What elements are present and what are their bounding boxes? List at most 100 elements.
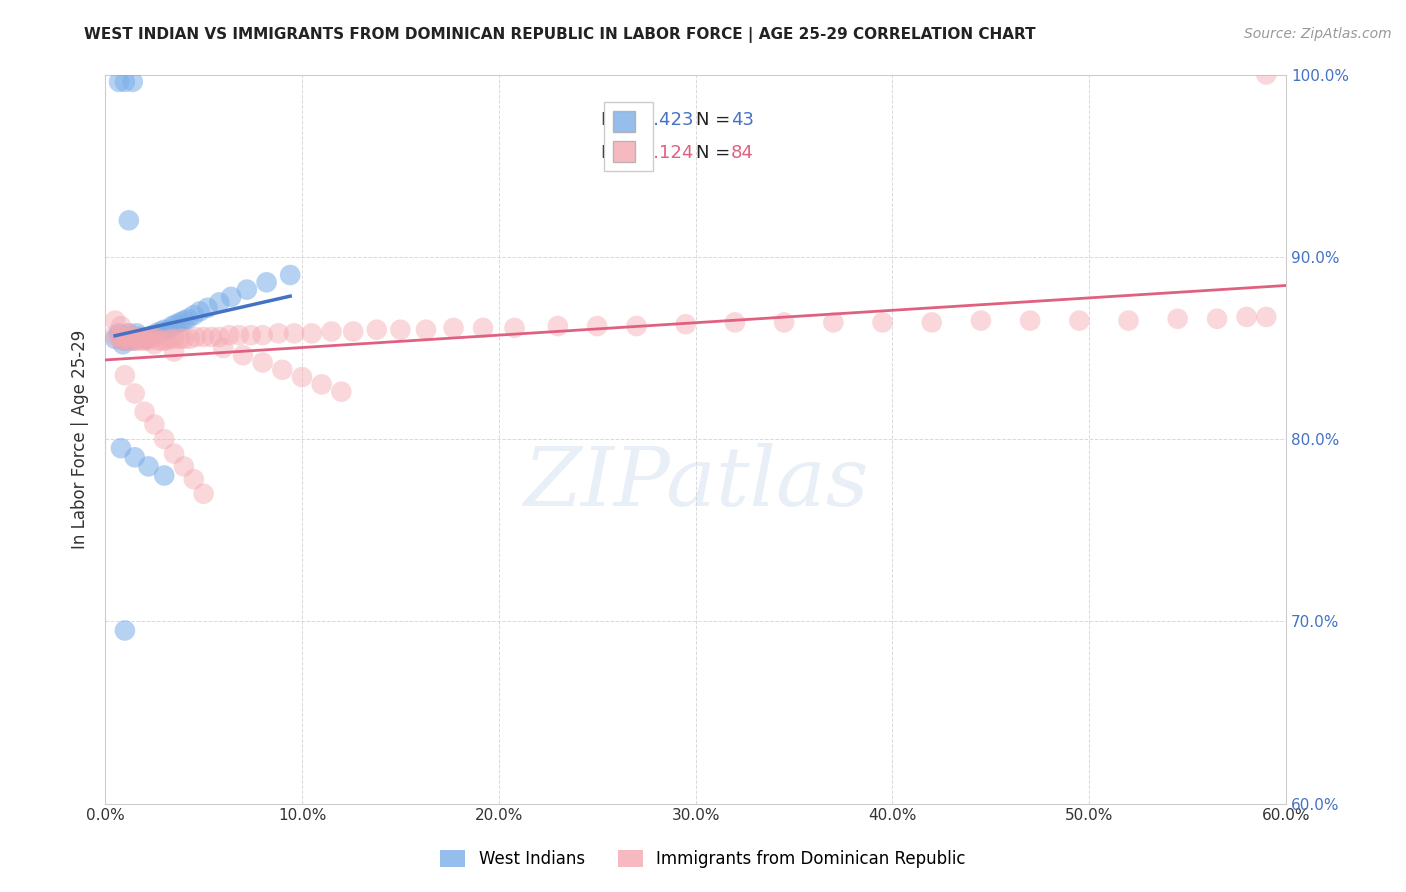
Point (173, 332, 195, 346)
Point (143, 330, 166, 344)
Point (1206, 311, 1229, 326)
Point (121, 334, 143, 348)
Point (232, 348, 254, 362)
Text: 0.124: 0.124 (643, 144, 693, 161)
Point (311, 377, 333, 392)
Point (125, 326, 148, 341)
Text: 43: 43 (731, 111, 754, 129)
Point (108, 75, 131, 89)
Point (153, 432, 176, 446)
Point (138, 334, 160, 348)
Point (1256, 68, 1278, 82)
Text: R =: R = (602, 144, 640, 161)
Point (252, 355, 274, 369)
Text: Source: ZipAtlas.com: Source: ZipAtlas.com (1244, 27, 1392, 41)
Point (160, 319, 183, 334)
Point (120, 330, 142, 344)
Point (121, 75, 143, 89)
Point (110, 334, 132, 348)
Point (104, 328, 127, 343)
Point (823, 315, 845, 329)
Point (1236, 310, 1258, 324)
Point (114, 332, 136, 346)
Point (197, 301, 219, 315)
Point (228, 328, 250, 343)
Point (124, 450, 146, 465)
Point (177, 311, 200, 326)
Point (143, 417, 166, 432)
Point (208, 330, 231, 344)
Point (724, 315, 747, 329)
Point (675, 317, 697, 331)
Point (114, 368, 136, 383)
Text: WEST INDIAN VS IMMIGRANTS FROM DOMINICAN REPUBLIC IN LABOR FORCE | AGE 25-29 COR: WEST INDIAN VS IMMIGRANTS FROM DOMINICAN… (84, 27, 1036, 43)
Point (108, 326, 131, 341)
Point (124, 330, 146, 344)
Point (183, 472, 205, 486)
Point (212, 341, 235, 355)
Point (124, 330, 146, 344)
Point (1019, 313, 1042, 327)
Text: 0.423: 0.423 (643, 111, 695, 129)
Point (366, 323, 388, 337)
Point (219, 290, 242, 304)
Point (271, 363, 294, 377)
Text: R =: R = (602, 111, 640, 129)
Point (586, 319, 609, 334)
Point (104, 313, 127, 327)
Point (149, 325, 172, 339)
Point (125, 334, 148, 348)
Point (193, 487, 215, 501)
Point (218, 328, 240, 343)
Point (134, 405, 156, 419)
Point (159, 332, 181, 346)
Point (267, 326, 290, 341)
Point (872, 315, 894, 329)
Point (131, 330, 153, 344)
Point (165, 317, 187, 331)
Point (773, 315, 796, 329)
Point (547, 319, 569, 334)
Point (970, 313, 993, 327)
Point (252, 328, 274, 343)
Point (120, 332, 142, 346)
Point (129, 334, 152, 348)
Y-axis label: In Labor Force | Age 25-29: In Labor Force | Age 25-29 (72, 329, 89, 549)
Point (131, 330, 153, 344)
Point (135, 330, 157, 344)
Text: 84: 84 (731, 144, 754, 161)
Point (301, 326, 323, 341)
Legend: , : , (605, 102, 652, 170)
Point (118, 326, 141, 341)
Point (155, 334, 177, 348)
Point (138, 330, 160, 344)
Point (163, 332, 186, 346)
Point (389, 323, 412, 337)
Point (115, 330, 138, 344)
Point (173, 313, 195, 327)
Point (184, 330, 207, 344)
Point (278, 268, 301, 282)
Point (163, 447, 186, 461)
Point (143, 337, 166, 351)
Point (208, 295, 231, 310)
Point (921, 315, 943, 329)
Point (111, 330, 134, 344)
Point (111, 337, 134, 351)
Point (415, 323, 437, 337)
Text: N =: N = (696, 144, 735, 161)
Point (169, 332, 191, 346)
Point (141, 328, 163, 343)
Point (115, 330, 138, 344)
Point (110, 441, 132, 455)
Point (283, 326, 305, 341)
Point (1167, 311, 1189, 326)
Point (157, 323, 180, 337)
Legend: West Indians, Immigrants from Dominican Republic: West Indians, Immigrants from Dominican … (433, 843, 973, 875)
Point (139, 330, 162, 344)
Point (114, 75, 136, 89)
Point (138, 459, 160, 474)
Point (148, 334, 170, 348)
Point (128, 330, 150, 344)
Text: ZIPatlas: ZIPatlas (523, 442, 869, 523)
